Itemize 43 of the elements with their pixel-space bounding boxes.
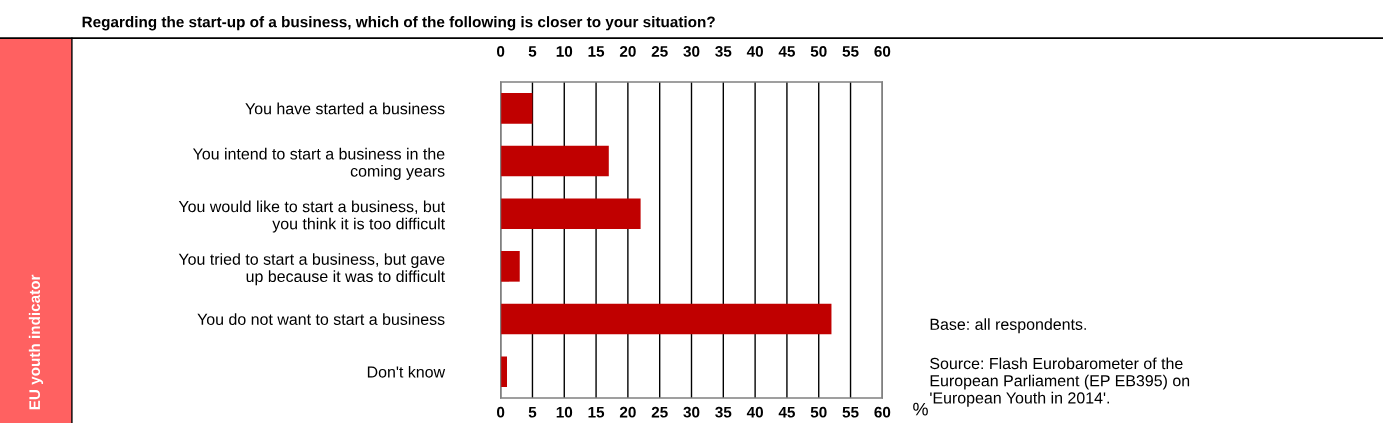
x2-tick-label: 5 <box>528 46 537 57</box>
x2-tick-label: 45 <box>778 46 795 57</box>
x2-tick-label: 25 <box>651 46 668 57</box>
x-tick-label: 35 <box>715 406 732 418</box>
x-tick-label: 45 <box>778 406 795 418</box>
x2-tick-label: 55 <box>842 46 859 57</box>
x-tick-label: 20 <box>619 406 636 418</box>
y-tick-label: You tried to start a business, but gave up because it was to difficult <box>178 253 445 286</box>
bar <box>500 356 508 387</box>
x-tick-label: 40 <box>746 406 763 418</box>
x-tick-label: 5 <box>528 406 537 418</box>
x2-tick-label: 15 <box>588 46 605 57</box>
source-note: Source: Flash Eurobarometer of the European Parliament (EP EB395) on 'European Youth in 2014'. <box>930 357 1190 407</box>
bar <box>500 303 832 335</box>
bar <box>500 251 520 282</box>
x2-tick-label: 0 <box>497 46 505 57</box>
x-tick-label: 55 <box>842 406 859 418</box>
x2-tick-label: 60 <box>874 46 891 57</box>
y-tick-label: You do not want to start a business <box>197 313 445 325</box>
x2-tick-label: 35 <box>715 46 732 57</box>
bar <box>500 93 533 124</box>
x2-tick-label: 30 <box>683 46 700 57</box>
y-tick-label: You have started a business <box>245 102 445 115</box>
x-tick-label: 25 <box>651 406 668 418</box>
x-tick-label: 0 <box>497 406 505 418</box>
text: EU youth indicator <box>28 274 44 410</box>
x-tick-label: 30 <box>683 406 700 418</box>
bar <box>500 198 641 229</box>
x-axis-title: % <box>913 402 928 416</box>
x-tick-label: 50 <box>810 406 827 418</box>
y-tick-label: You would like to start a business, but you think it is too difficult <box>178 200 445 233</box>
chart-title: Regarding the start-up of a business, which of the following is closer to your situation? <box>82 16 715 31</box>
y-tick-label: Don't know <box>367 365 446 378</box>
text: Base: all respondents. <box>930 318 1086 334</box>
y-tick-label: You intend to start a business in the coming years <box>192 147 445 180</box>
bar <box>500 145 609 177</box>
x-tick-label: 15 <box>588 406 605 418</box>
x2-tick-label: 10 <box>556 46 573 57</box>
x-tick-label: 60 <box>874 406 891 418</box>
x2-tick-label: 40 <box>746 46 763 57</box>
x-tick-label: 10 <box>556 406 573 418</box>
x2-tick-label: 50 <box>810 46 827 57</box>
x2-tick-label: 20 <box>619 46 636 57</box>
